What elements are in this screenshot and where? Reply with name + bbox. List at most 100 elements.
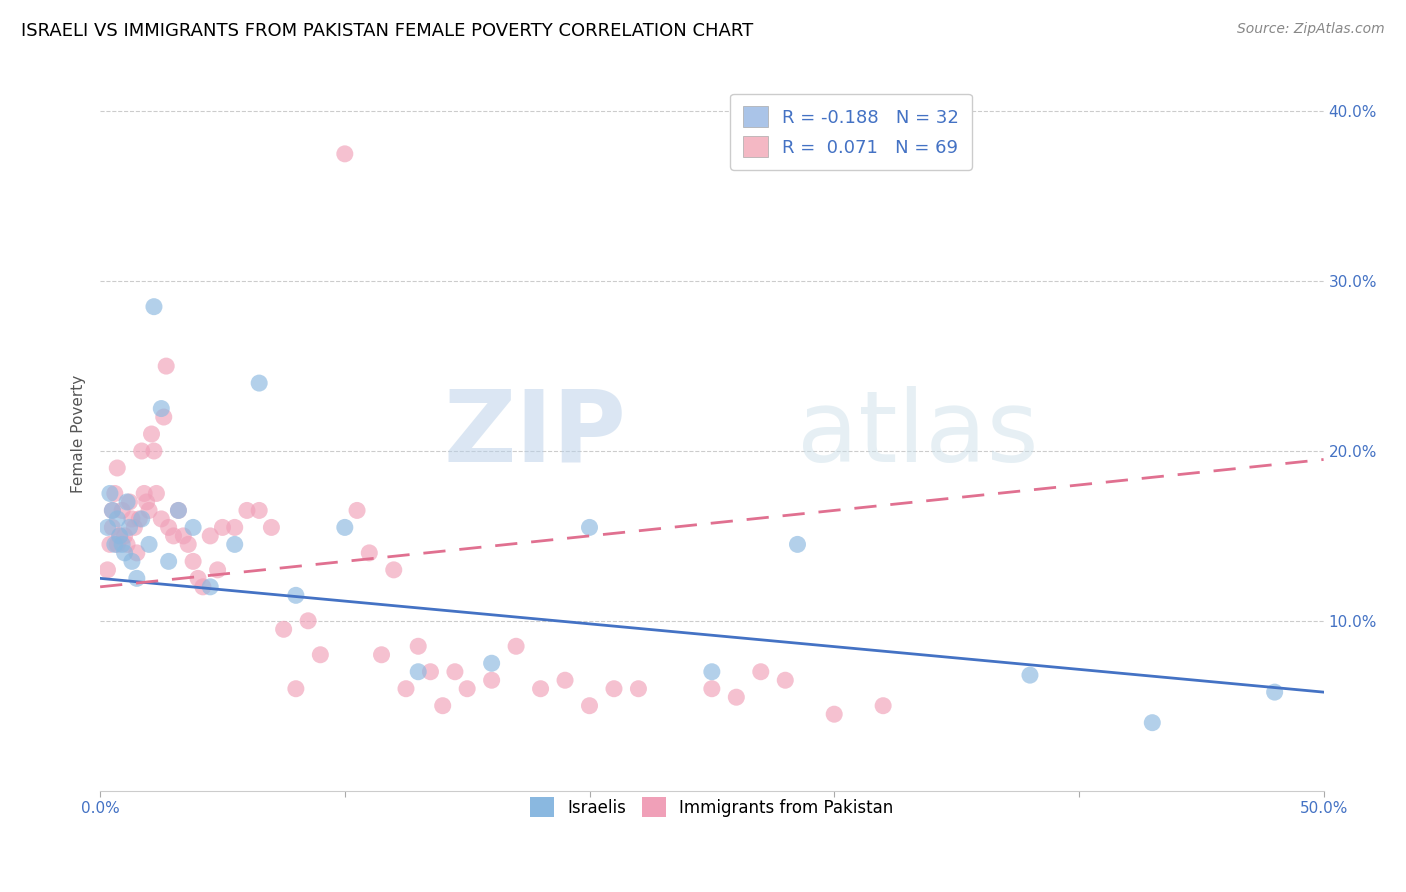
Point xyxy=(108,529,131,543)
Point xyxy=(131,444,153,458)
Point xyxy=(167,503,190,517)
Point xyxy=(138,503,160,517)
Text: atlas: atlas xyxy=(797,385,1039,483)
Point xyxy=(187,571,209,585)
Point xyxy=(346,503,368,517)
Point xyxy=(157,520,180,534)
Point xyxy=(128,512,150,526)
Point xyxy=(872,698,894,713)
Point xyxy=(155,359,177,373)
Point xyxy=(309,648,332,662)
Point xyxy=(96,563,118,577)
Point xyxy=(125,571,148,585)
Point xyxy=(224,520,246,534)
Point xyxy=(419,665,441,679)
Point xyxy=(578,698,600,713)
Point xyxy=(333,520,356,534)
Point xyxy=(135,495,157,509)
Point xyxy=(200,580,222,594)
Point xyxy=(108,529,131,543)
Point xyxy=(181,554,204,568)
Point xyxy=(529,681,551,696)
Point xyxy=(105,537,128,551)
Point xyxy=(211,520,233,534)
Point xyxy=(823,707,845,722)
Point xyxy=(297,614,319,628)
Point xyxy=(432,698,454,713)
Point xyxy=(247,503,270,517)
Point xyxy=(101,503,124,517)
Point xyxy=(603,681,626,696)
Point xyxy=(359,546,381,560)
Point xyxy=(775,673,797,688)
Point xyxy=(96,520,118,534)
Text: ZIP: ZIP xyxy=(443,385,626,483)
Point xyxy=(138,537,160,551)
Point xyxy=(725,690,748,705)
Point xyxy=(1019,668,1042,682)
Point xyxy=(124,520,146,534)
Point xyxy=(260,520,283,534)
Point xyxy=(578,520,600,534)
Point xyxy=(131,512,153,526)
Point xyxy=(114,529,136,543)
Point xyxy=(101,520,124,534)
Point xyxy=(627,681,650,696)
Point xyxy=(98,537,121,551)
Point xyxy=(333,146,356,161)
Point xyxy=(167,503,190,517)
Point xyxy=(554,673,576,688)
Point xyxy=(406,665,429,679)
Point xyxy=(105,461,128,475)
Point xyxy=(481,673,503,688)
Point xyxy=(1264,685,1286,699)
Point xyxy=(134,486,156,500)
Legend: Israelis, Immigrants from Pakistan: Israelis, Immigrants from Pakistan xyxy=(522,789,901,825)
Text: Source: ZipAtlas.com: Source: ZipAtlas.com xyxy=(1237,22,1385,37)
Point xyxy=(247,376,270,390)
Point xyxy=(150,401,173,416)
Point xyxy=(143,444,166,458)
Point xyxy=(395,681,418,696)
Point xyxy=(98,486,121,500)
Point xyxy=(406,640,429,654)
Point xyxy=(143,300,166,314)
Point xyxy=(118,495,141,509)
Point xyxy=(101,503,124,517)
Point xyxy=(152,410,174,425)
Point xyxy=(382,563,405,577)
Point xyxy=(284,588,307,602)
Point xyxy=(105,512,128,526)
Point xyxy=(162,529,184,543)
Point xyxy=(1142,715,1164,730)
Point xyxy=(181,520,204,534)
Point xyxy=(284,681,307,696)
Point xyxy=(700,665,723,679)
Point xyxy=(115,495,138,509)
Point xyxy=(786,537,808,551)
Point xyxy=(207,563,229,577)
Point xyxy=(191,580,214,594)
Y-axis label: Female Poverty: Female Poverty xyxy=(72,375,86,493)
Point xyxy=(145,486,167,500)
Point xyxy=(114,546,136,560)
Point xyxy=(104,537,127,551)
Point xyxy=(700,681,723,696)
Point xyxy=(456,681,478,696)
Point xyxy=(150,512,173,526)
Point xyxy=(370,648,392,662)
Point xyxy=(444,665,467,679)
Point xyxy=(111,503,134,517)
Point xyxy=(172,529,194,543)
Point xyxy=(481,657,503,671)
Point xyxy=(115,537,138,551)
Point xyxy=(121,512,143,526)
Point xyxy=(157,554,180,568)
Point xyxy=(111,537,134,551)
Point xyxy=(236,503,259,517)
Point xyxy=(125,546,148,560)
Point xyxy=(273,622,295,636)
Point xyxy=(104,486,127,500)
Point xyxy=(141,427,163,442)
Point xyxy=(200,529,222,543)
